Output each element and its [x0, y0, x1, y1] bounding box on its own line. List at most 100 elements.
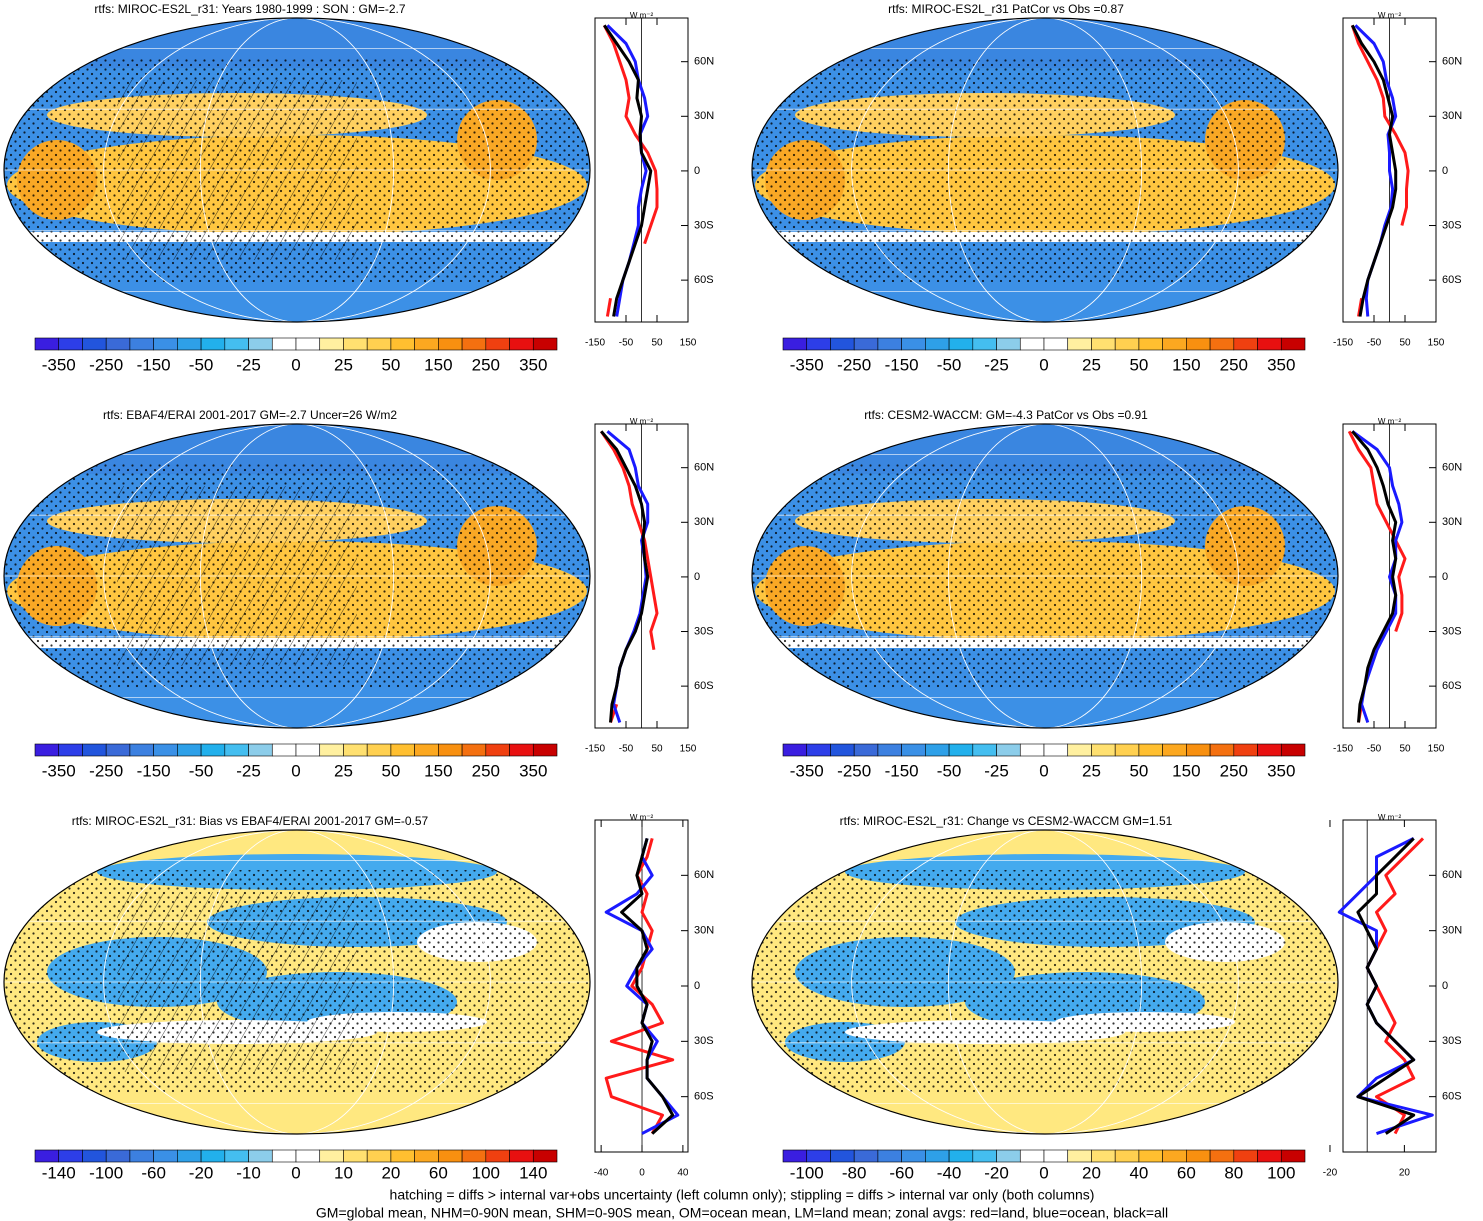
- map: [752, 18, 1338, 322]
- x-tick-label: 150: [680, 744, 697, 755]
- map: [4, 424, 590, 728]
- colorbar-box: [782, 1149, 808, 1163]
- colorbar-box: [1114, 1149, 1140, 1163]
- colorbar-box: [1162, 337, 1187, 351]
- colorbar-box: [153, 743, 178, 757]
- colorbar-label: 350: [519, 761, 547, 780]
- colorbar-box: [105, 1149, 131, 1163]
- x-tick-label: -150: [1333, 744, 1353, 755]
- colorbar-label: 80: [1224, 1163, 1243, 1182]
- profile-unit: W m⁻²: [1378, 813, 1402, 822]
- colorbar-box: [532, 743, 558, 757]
- colorbar-box: [343, 337, 368, 351]
- zonal-mean-line: [1356, 837, 1416, 1135]
- zonal-mean-line: [600, 430, 650, 723]
- colorbar-label: 20: [381, 1163, 400, 1182]
- colorbar-label: -100: [89, 1163, 123, 1182]
- colorbar-box: [1067, 743, 1092, 757]
- zonal-mean-line: [1351, 430, 1398, 723]
- colorbar-label: 250: [1220, 761, 1248, 780]
- colorbar-label: 10: [334, 1163, 353, 1182]
- zonal-mean-line: [603, 24, 653, 317]
- colorbar-label: 350: [1267, 355, 1295, 374]
- y-tick-label: 30N: [1442, 925, 1462, 937]
- x-tick-label: 150: [1428, 338, 1445, 349]
- colorbar-label: -40: [937, 1163, 962, 1182]
- colorbar-box: [1257, 1149, 1282, 1163]
- colorbar-box: [485, 337, 510, 351]
- colorbar-box: [972, 743, 997, 757]
- colorbar-label: -150: [885, 761, 919, 780]
- y-tick-label: 60S: [694, 274, 714, 286]
- colorbar-box: [1091, 743, 1116, 757]
- colorbar-label: 60: [1177, 1163, 1196, 1182]
- y-tick-label: 0: [1442, 980, 1448, 992]
- colorbar-box: [901, 1149, 926, 1163]
- colorbar-box: [972, 1149, 997, 1163]
- colorbar-box: [295, 743, 321, 757]
- colorbar-box: [1138, 1149, 1163, 1163]
- colorbar-label: 25: [1082, 761, 1101, 780]
- colorbar-box: [1280, 337, 1306, 351]
- colorbar-box: [58, 337, 83, 351]
- colorbar-box: [438, 337, 463, 351]
- x-tick-label: -150: [1333, 338, 1353, 349]
- colorbar-box: [1162, 743, 1187, 757]
- x-tick-label: -50: [619, 744, 634, 755]
- colorbar-box: [177, 1149, 202, 1163]
- colorbar-label: -25: [984, 355, 1009, 374]
- y-tick-label: 30N: [1442, 110, 1462, 122]
- colorbar-box: [414, 337, 439, 351]
- colorbar-label: -250: [89, 761, 123, 780]
- colorbar-box: [271, 1149, 297, 1163]
- colorbar-label: 250: [472, 761, 500, 780]
- colorbar-label: 100: [472, 1163, 500, 1182]
- colorbar-label: -60: [889, 1163, 914, 1182]
- colorbar-box: [877, 337, 902, 351]
- colorbar-label: -150: [885, 355, 919, 374]
- colorbar-box: [390, 743, 415, 757]
- colorbar-box: [461, 1149, 487, 1163]
- panel-title: rtfs: CESM2-WACCM: GM=-4.3 PatCor vs Obs…: [864, 408, 1148, 422]
- colorbar-box: [1280, 743, 1306, 757]
- colorbar-box: [461, 337, 487, 351]
- y-tick-label: 30S: [1442, 625, 1462, 637]
- y-tick-label: 60N: [694, 869, 714, 881]
- colorbar-label: -60: [141, 1163, 166, 1182]
- colorbar-label: 50: [381, 761, 400, 780]
- colorbar-box: [1186, 337, 1211, 351]
- colorbar-label: 50: [381, 355, 400, 374]
- x-tick-label: -50: [619, 338, 634, 349]
- map: [752, 830, 1338, 1134]
- colorbar-label: -50: [189, 355, 214, 374]
- x-tick-label: 0: [639, 1168, 645, 1179]
- colorbar-box: [105, 337, 131, 351]
- map-border: [3, 829, 591, 1135]
- profile-unit: W m⁻²: [1378, 417, 1402, 426]
- colorbar-box: [177, 743, 202, 757]
- colorbar-box: [1209, 743, 1235, 757]
- colorbar-box: [461, 743, 487, 757]
- colorbar-box: [153, 1149, 178, 1163]
- y-tick-label: 60N: [1442, 56, 1462, 68]
- zonal-mean-line: [602, 24, 659, 317]
- colorbar-box: [153, 337, 178, 351]
- colorbar-box: [82, 337, 107, 351]
- colorbar-label: -20: [984, 1163, 1009, 1182]
- colorbar-box: [877, 743, 902, 757]
- x-tick-label: 150: [680, 338, 697, 349]
- colorbar-box: [1186, 1149, 1211, 1163]
- colorbar-box: [830, 1149, 855, 1163]
- y-tick-label: 0: [694, 165, 700, 177]
- y-tick-label: 30S: [694, 625, 714, 637]
- colorbar-box: [806, 743, 831, 757]
- colorbar-label: 350: [519, 355, 547, 374]
- zonal-mean-line: [1347, 430, 1407, 723]
- colorbar-label: 150: [424, 355, 452, 374]
- colorbar-box: [1233, 1149, 1258, 1163]
- colorbar-box: [1043, 337, 1069, 351]
- x-tick-label: 50: [651, 744, 663, 755]
- colorbar-box: [972, 337, 997, 351]
- y-tick-label: 0: [1442, 571, 1448, 583]
- colorbar-box: [901, 743, 926, 757]
